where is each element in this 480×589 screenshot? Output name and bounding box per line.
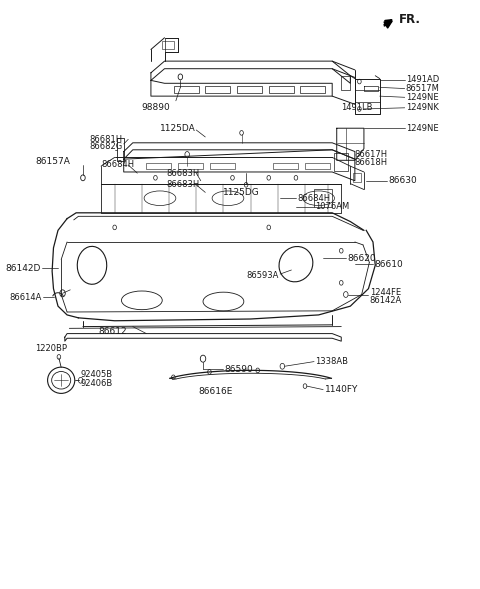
- Text: 86517M: 86517M: [406, 84, 440, 93]
- Text: 86620: 86620: [347, 254, 376, 263]
- Text: 86682G: 86682G: [90, 143, 123, 151]
- Text: 1076AM: 1076AM: [315, 203, 349, 211]
- Text: 86681H: 86681H: [90, 135, 123, 144]
- Bar: [237, 86, 262, 93]
- Text: 86616E: 86616E: [199, 388, 233, 396]
- Bar: [210, 163, 235, 169]
- Text: 86610: 86610: [374, 260, 403, 269]
- Text: 86142D: 86142D: [6, 264, 41, 273]
- Text: 86617H: 86617H: [355, 150, 388, 159]
- Bar: [178, 163, 203, 169]
- Bar: [335, 153, 348, 171]
- Text: 1220BP: 1220BP: [36, 343, 67, 353]
- Text: 86612: 86612: [99, 327, 127, 336]
- Bar: [314, 190, 332, 207]
- Bar: [146, 163, 171, 169]
- Bar: [300, 86, 325, 93]
- Text: 1140FY: 1140FY: [324, 385, 358, 394]
- Text: 86684H: 86684H: [101, 160, 134, 170]
- Bar: [269, 86, 294, 93]
- Bar: [353, 173, 361, 183]
- Text: 1249NK: 1249NK: [406, 103, 439, 112]
- Text: 92406B: 92406B: [81, 379, 113, 388]
- Text: 86593A: 86593A: [247, 272, 279, 280]
- Text: 1125DG: 1125DG: [223, 188, 260, 197]
- Text: 86618H: 86618H: [355, 158, 388, 167]
- Text: 86590: 86590: [225, 365, 253, 373]
- Bar: [205, 86, 230, 93]
- Text: 98890: 98890: [142, 103, 170, 112]
- Text: 1491AD: 1491AD: [406, 75, 439, 84]
- Bar: [305, 163, 330, 169]
- Text: 86630: 86630: [388, 176, 417, 185]
- Text: 1249NE: 1249NE: [406, 93, 438, 102]
- Text: 86683H: 86683H: [167, 180, 200, 189]
- Text: 86157A: 86157A: [36, 157, 70, 166]
- Bar: [273, 163, 298, 169]
- Bar: [174, 86, 199, 93]
- Text: 1338AB: 1338AB: [315, 357, 348, 366]
- Text: 1244FE: 1244FE: [370, 288, 401, 297]
- Text: 86142A: 86142A: [370, 296, 402, 305]
- Text: 1125DA: 1125DA: [160, 124, 196, 133]
- Text: FR.: FR.: [399, 12, 421, 25]
- Text: 92405B: 92405B: [81, 370, 113, 379]
- Text: 1249NE: 1249NE: [406, 124, 438, 133]
- Text: 86614A: 86614A: [10, 293, 42, 302]
- Text: 86683H: 86683H: [167, 168, 200, 178]
- Text: 1491LB: 1491LB: [341, 103, 373, 112]
- Bar: [341, 76, 350, 90]
- Text: 86684H: 86684H: [297, 194, 330, 203]
- Bar: [162, 41, 174, 49]
